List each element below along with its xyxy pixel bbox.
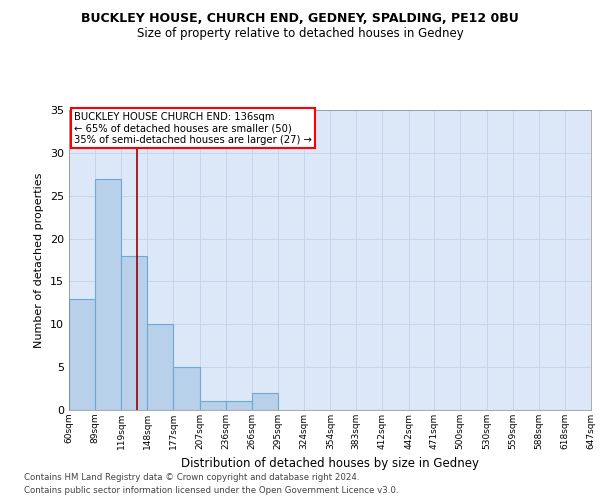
X-axis label: Distribution of detached houses by size in Gedney: Distribution of detached houses by size … <box>181 458 479 470</box>
Text: BUCKLEY HOUSE CHURCH END: 136sqm
← 65% of detached houses are smaller (50)
35% o: BUCKLEY HOUSE CHURCH END: 136sqm ← 65% o… <box>74 112 312 144</box>
Bar <box>173 367 200 410</box>
Bar <box>95 178 121 410</box>
Y-axis label: Number of detached properties: Number of detached properties <box>34 172 44 348</box>
Bar <box>69 298 95 410</box>
Text: Contains HM Land Registry data © Crown copyright and database right 2024.: Contains HM Land Registry data © Crown c… <box>24 472 359 482</box>
Bar <box>252 393 278 410</box>
Bar <box>147 324 173 410</box>
Text: Contains public sector information licensed under the Open Government Licence v3: Contains public sector information licen… <box>24 486 398 495</box>
Text: BUCKLEY HOUSE, CHURCH END, GEDNEY, SPALDING, PE12 0BU: BUCKLEY HOUSE, CHURCH END, GEDNEY, SPALD… <box>81 12 519 26</box>
Bar <box>226 402 252 410</box>
Text: Size of property relative to detached houses in Gedney: Size of property relative to detached ho… <box>137 28 463 40</box>
Bar <box>121 256 147 410</box>
Bar <box>200 402 226 410</box>
